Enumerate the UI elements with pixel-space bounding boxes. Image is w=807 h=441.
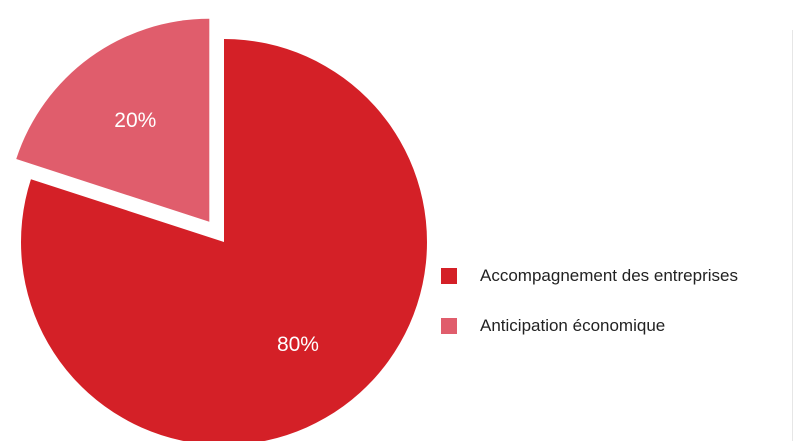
pie-slice-anticipation[interactable]	[16, 18, 210, 222]
legend-swatch-accompagnement	[441, 268, 457, 284]
pie-slice-accompagnement[interactable]	[21, 39, 427, 441]
legend-label-accompagnement: Accompagnement des entreprises	[480, 266, 738, 285]
legend-item-accompagnement[interactable]: Accompagnement des entreprises	[441, 262, 738, 290]
legend-swatch-anticipation	[441, 318, 457, 334]
legend: Accompagnement des entreprises Anticipat…	[441, 262, 738, 362]
slice-label-anticipation: 20%	[114, 109, 156, 132]
slice-label-accompagnement: 80%	[277, 333, 319, 356]
divider-line	[792, 30, 793, 441]
legend-item-anticipation[interactable]: Anticipation économique	[441, 312, 738, 340]
legend-label-anticipation: Anticipation économique	[480, 316, 666, 335]
